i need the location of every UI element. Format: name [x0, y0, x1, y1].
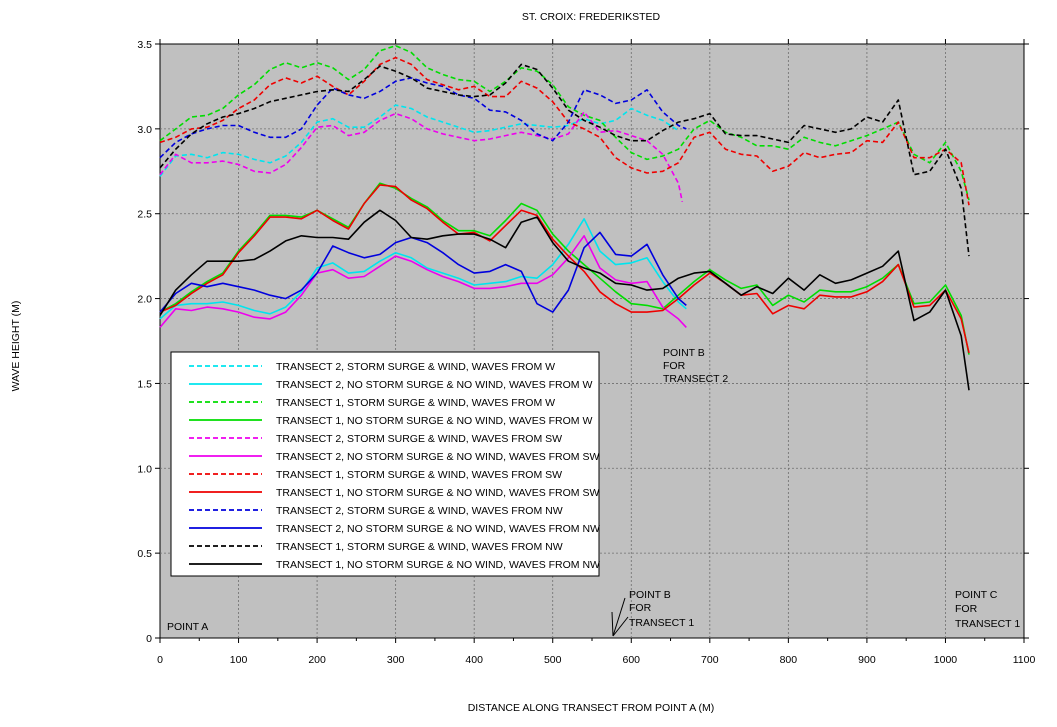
annotation-point-b-t1-line2: FOR	[629, 602, 652, 614]
annotation-point-c-t1-line1: POINT C	[955, 589, 998, 601]
y-tick-label: 1.5	[137, 378, 152, 390]
x-tick-label: 300	[387, 654, 405, 666]
y-tick-label: 2.5	[137, 209, 152, 221]
legend-label-8: TRANSECT 1, NO STORM SURGE & NO WIND, WA…	[276, 487, 599, 499]
series-line-12	[159, 209, 970, 391]
series-line-9	[159, 77, 687, 159]
point-b-arrow-head-left	[611, 611, 614, 637]
legend-label-2: TRANSECT 2, NO STORM SURGE & NO WIND, WA…	[276, 379, 592, 391]
y-axis-label: WAVE HEIGHT (M)	[10, 301, 22, 392]
legend-entries: TRANSECT 2, STORM SURGE & WIND, WAVES FR…	[189, 361, 600, 571]
y-tick-label: 3.5	[137, 39, 152, 51]
x-tick-label: 800	[780, 654, 798, 666]
legend-label-6: TRANSECT 2, NO STORM SURGE & NO WIND, WA…	[276, 451, 599, 463]
annotation-point-c-t1-line2: FOR	[955, 603, 978, 615]
x-tick-label: 200	[308, 654, 326, 666]
series-line-10	[159, 231, 687, 313]
annotation-point-c-t1-line3: TRANSECT 1	[955, 618, 1020, 630]
annotation-point-b-t1-line1: POINT B	[629, 589, 671, 601]
legend-label-3: TRANSECT 1, STORM SURGE & WIND, WAVES FR…	[276, 397, 555, 409]
series-lines	[159, 44, 970, 391]
legend-label-4: TRANSECT 1, NO STORM SURGE & NO WIND, WA…	[276, 415, 592, 427]
series-line-6	[159, 235, 687, 328]
point-b-arrow-head-right	[612, 616, 629, 637]
annotation-point-b-t2-line2: FOR	[663, 360, 686, 372]
y-tick-label: 3.0	[137, 124, 152, 136]
axes: 0 100 200 300 400 500 600 700 800 900 1000 1100 0 0.5…	[137, 39, 1035, 666]
y-tick-label: 0.5	[137, 548, 152, 560]
x-axis-label: DISTANCE ALONG TRANSECT FROM POINT A (M)	[468, 702, 715, 714]
y-tick-label: 1.0	[137, 463, 152, 475]
series-line-3	[159, 44, 970, 201]
legend-box	[170, 351, 600, 577]
series-line-2	[159, 218, 687, 320]
annotation-point-b-t2-line1: POINT B	[663, 347, 705, 359]
chart-title: ST. CROIX: FREDERIKSTED	[522, 11, 661, 23]
legend-label-1: TRANSECT 2, STORM SURGE & WIND, WAVES FR…	[276, 361, 555, 373]
series-line-1	[159, 104, 679, 177]
x-tick-label: 700	[701, 654, 719, 666]
annotation-point-b-transect-2: POINT B FOR TRANSECT 2	[663, 347, 728, 385]
x-tick-label: 1100	[1013, 654, 1036, 666]
x-tick-label: 600	[623, 654, 641, 666]
legend-label-9: TRANSECT 2, STORM SURGE & WIND, WAVES FR…	[276, 505, 563, 517]
x-tick-label: 1000	[934, 654, 958, 666]
x-tick-label: 500	[544, 654, 562, 666]
series-line-5	[159, 111, 684, 202]
legend-label-10: TRANSECT 2, NO STORM SURGE & NO WIND, WA…	[276, 523, 600, 535]
legend-label-11: TRANSECT 1, STORM SURGE & WIND, WAVES FR…	[276, 541, 563, 553]
y-tick-label: 2.0	[137, 294, 152, 306]
series-line-8	[159, 184, 970, 354]
legend-label-12: TRANSECT 1, NO STORM SURGE & NO WIND, WA…	[276, 559, 600, 571]
y-tick-label: 0	[146, 633, 152, 645]
x-tick-label: 100	[230, 654, 248, 666]
annotation-point-c-transect-1: POINT C FOR TRANSECT 1	[955, 589, 1020, 630]
point-b-arrow-shaft	[612, 597, 626, 637]
series-line-11	[159, 63, 970, 257]
annotation-point-a: POINT A	[167, 621, 208, 633]
annotation-point-b-t1-line3: TRANSECT 1	[629, 617, 694, 629]
legend-label-7: TRANSECT 1, STORM SURGE & WIND, WAVES FR…	[276, 469, 562, 481]
annotation-point-b-transect-1: POINT B FOR TRANSECT 1	[611, 589, 694, 637]
x-tick-label: 900	[858, 654, 876, 666]
series-line-4	[159, 182, 970, 355]
annotation-point-b-t2-line3: TRANSECT 2	[663, 373, 728, 385]
x-tick-label: 400	[465, 654, 483, 666]
legend-label-5: TRANSECT 2, STORM SURGE & WIND, WAVES FR…	[276, 433, 562, 445]
legend: TRANSECT 2, STORM SURGE & WIND, WAVES FR…	[170, 351, 600, 577]
x-tick-label: 0	[157, 654, 163, 666]
